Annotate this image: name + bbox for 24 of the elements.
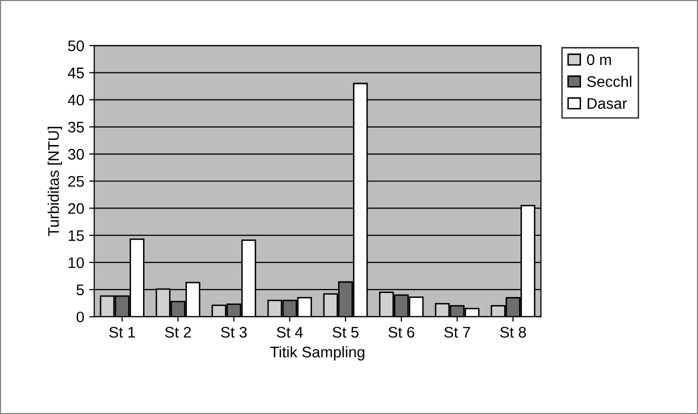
x-tick-label: St 4 xyxy=(276,326,303,338)
y-tick-label: 20 xyxy=(68,203,84,214)
legend-label: 0 m xyxy=(587,54,611,66)
x-tick-label: St 3 xyxy=(220,326,247,338)
x-tick-label: St 5 xyxy=(332,326,358,338)
y-tick-label: 40 xyxy=(68,94,84,106)
y-tick-label: 15 xyxy=(68,230,84,242)
y-tick-label: 25 xyxy=(68,176,84,187)
y-tick-label: 50 xyxy=(68,40,84,52)
y-tick-label: 35 xyxy=(68,122,84,133)
x-axis-title: Titik Sampling xyxy=(270,346,364,360)
legend-label: Secchl xyxy=(587,76,632,87)
y-tick-label: 10 xyxy=(68,257,84,268)
y-tick-label: 30 xyxy=(68,148,84,160)
x-tick-label: St 6 xyxy=(388,326,414,338)
x-tick-label: St 7 xyxy=(444,326,470,338)
x-tick-label: St 1 xyxy=(109,326,135,338)
y-tick-label: 0 xyxy=(76,312,84,322)
x-tick-label: St 8 xyxy=(500,326,526,338)
x-tick-label: St 2 xyxy=(165,326,191,338)
legend-label: Dasar xyxy=(588,98,627,109)
y-axis-title: Turbiditas [NTU] xyxy=(48,126,62,236)
y-tick-label: 45 xyxy=(68,68,84,78)
y-tick-label: 5 xyxy=(76,284,84,296)
